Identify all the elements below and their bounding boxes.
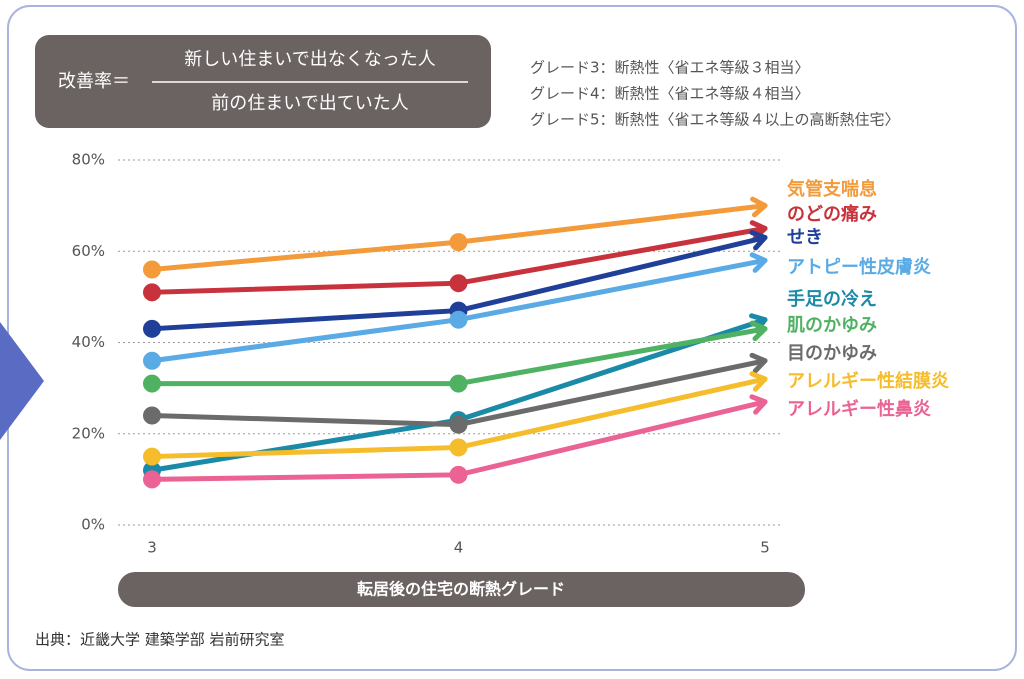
point bbox=[143, 260, 161, 279]
legend-label: アレルギー性結膜炎 bbox=[787, 370, 949, 392]
arrowhead bbox=[750, 196, 768, 218]
point bbox=[143, 374, 161, 393]
y-tick-label: 80% bbox=[72, 151, 105, 169]
legend-label: せき bbox=[787, 227, 823, 248]
point bbox=[449, 438, 468, 457]
x-tick-label: 4 bbox=[454, 539, 464, 557]
legend-label: 目のかゆみ bbox=[787, 343, 877, 364]
point bbox=[143, 447, 161, 466]
formula-denominator: 前の住まいで出ていた人 bbox=[211, 93, 408, 114]
point bbox=[449, 310, 468, 329]
point bbox=[449, 274, 468, 293]
arrowhead bbox=[749, 230, 768, 251]
formula-numerator: 新しい住まいで出なくなった人 bbox=[184, 49, 435, 70]
note: グレード4：断熱性〈省エネ等級４相当〉 bbox=[530, 85, 810, 103]
legend-label: のどの痛み bbox=[787, 203, 877, 225]
x-label-bar bbox=[118, 572, 805, 607]
arrowhead bbox=[749, 371, 768, 392]
legend-label: アレルギー性鼻炎 bbox=[787, 398, 931, 420]
point bbox=[143, 406, 161, 425]
legend-label: アトピー性皮膚炎 bbox=[787, 256, 931, 278]
x-axis-label: 転居後の住宅の断熱グレード bbox=[357, 580, 565, 599]
point bbox=[449, 374, 468, 393]
note: グレード3：断熱性〈省エネ等級３相当〉 bbox=[530, 59, 810, 77]
y-tick-label: 20% bbox=[72, 424, 105, 442]
x-tick-label: 3 bbox=[147, 539, 157, 557]
arrowhead bbox=[749, 394, 768, 415]
note: グレード5：断熱性〈省エネ等級４以上の高断熱住宅〉 bbox=[530, 111, 900, 129]
y-tick-label: 60% bbox=[72, 242, 105, 260]
formula-label: 改善率＝ bbox=[58, 71, 130, 92]
legend-label: 肌のかゆみ bbox=[787, 315, 877, 336]
source: 出典：近畿大学 建築学部 岩前研究室 bbox=[35, 631, 285, 649]
arrowhead bbox=[749, 252, 768, 273]
arrowhead bbox=[749, 320, 768, 342]
side-tab bbox=[0, 322, 44, 440]
arrowhead bbox=[749, 352, 768, 374]
point bbox=[449, 415, 468, 434]
point bbox=[143, 351, 161, 370]
legend-label: 手足の冷え bbox=[787, 288, 877, 310]
point bbox=[449, 465, 468, 484]
point bbox=[143, 470, 161, 489]
point bbox=[143, 319, 161, 338]
y-tick-label: 0% bbox=[81, 516, 105, 534]
x-tick-label: 5 bbox=[760, 539, 770, 557]
y-tick-label: 40% bbox=[72, 333, 105, 351]
point bbox=[449, 233, 468, 252]
legend-label: 気管支喘息 bbox=[787, 178, 877, 200]
point bbox=[143, 283, 161, 302]
